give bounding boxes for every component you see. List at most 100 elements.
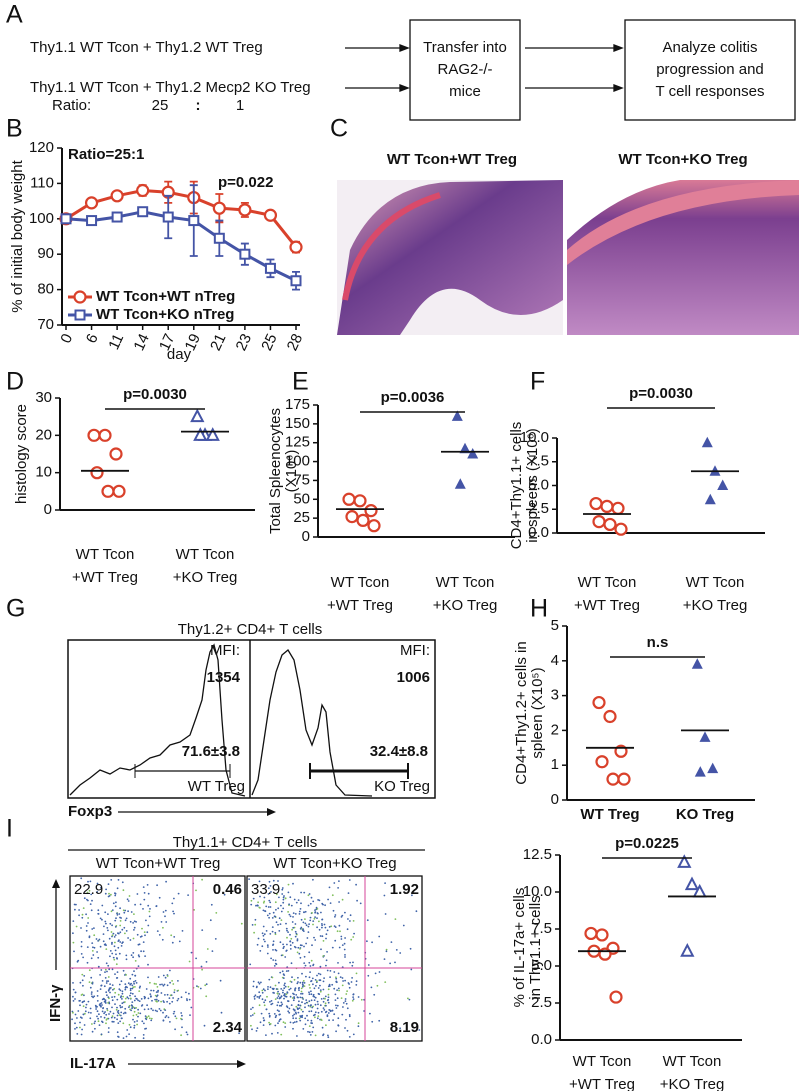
event-dot: [308, 923, 310, 925]
data-point: [606, 772, 620, 786]
event-dot: [261, 998, 264, 1001]
event-dot: [344, 998, 347, 1000]
event-dot: [317, 899, 319, 901]
event-dot: [300, 902, 302, 905]
data-point: [684, 876, 700, 891]
event-dot: [282, 989, 284, 992]
data-point: [699, 731, 711, 742]
panel-label: H: [530, 595, 548, 623]
event-dot: [264, 999, 267, 1002]
event-dot: [259, 995, 262, 997]
event-dot: [140, 950, 143, 953]
event-dot: [97, 940, 99, 942]
event-dot: [89, 880, 92, 883]
event-dot: [295, 1017, 297, 1020]
event-dot: [280, 988, 283, 990]
event-dot: [340, 938, 343, 940]
data-point: [290, 275, 302, 287]
event-dot: [76, 960, 79, 963]
event-dot: [171, 941, 174, 944]
event-dot: [286, 991, 289, 993]
event-dot: [271, 976, 274, 979]
event-dot: [145, 919, 147, 922]
data-point: [589, 496, 603, 511]
event-dot: [324, 926, 327, 929]
event-dot: [283, 994, 285, 997]
event-dot: [117, 1022, 120, 1024]
event-dot: [141, 1004, 144, 1006]
event-dot: [263, 900, 266, 903]
event-dot: [311, 1031, 314, 1033]
event-dot: [177, 892, 180, 895]
box-text: RAG2-/-: [437, 61, 492, 78]
event-dot: [334, 999, 337, 1001]
event-dot: [253, 1012, 256, 1015]
event-dot: [282, 898, 285, 901]
event-dot: [100, 969, 103, 971]
event-dot: [298, 1007, 301, 1009]
event-dot: [117, 1009, 120, 1012]
y-tick-label: 70: [37, 316, 54, 333]
event-dot: [267, 946, 269, 948]
event-dot: [384, 913, 387, 915]
event-dot: [262, 901, 265, 904]
event-dot: [104, 977, 107, 979]
event-dot: [320, 998, 323, 1000]
event-dot: [258, 906, 261, 909]
event-dot: [141, 1020, 144, 1023]
event-dot: [254, 918, 257, 921]
event-dot: [96, 990, 99, 992]
event-dot: [157, 976, 160, 978]
event-dot: [312, 983, 314, 986]
event-dot: [114, 919, 117, 922]
event-dot: [78, 914, 80, 917]
data-point: [595, 755, 609, 769]
event-dot: [299, 1019, 302, 1022]
event-dot: [90, 991, 93, 993]
event-dot: [300, 990, 303, 993]
event-dot: [205, 983, 208, 986]
event-dot: [355, 972, 358, 975]
event-dot: [248, 878, 251, 880]
event-dot: [83, 1000, 86, 1003]
event-dot: [319, 1004, 322, 1007]
x-tick-label: 17: [156, 331, 178, 353]
event-dot: [142, 1034, 145, 1036]
event-dot: [302, 984, 304, 987]
event-dot: [300, 918, 303, 921]
event-dot: [188, 992, 190, 995]
x-tick-label: 21: [207, 331, 229, 353]
event-dot: [82, 1005, 85, 1008]
event-dot: [352, 920, 355, 922]
annotation: Ratio=25:1: [68, 146, 144, 163]
event-dot: [285, 970, 288, 972]
event-dot: [333, 925, 336, 927]
event-dot: [121, 992, 124, 995]
event-dot: [80, 953, 83, 955]
event-dot: [316, 1017, 319, 1020]
event-dot: [101, 980, 104, 982]
event-dot: [118, 952, 121, 955]
event-dot: [146, 1016, 148, 1019]
event-dot: [132, 922, 135, 924]
event-dot: [121, 928, 124, 931]
event-dot: [303, 955, 306, 958]
event-dot: [102, 933, 105, 935]
event-dot: [113, 1016, 116, 1019]
event-dot: [309, 971, 311, 973]
event-dot: [136, 1020, 139, 1022]
event-dot: [296, 1035, 298, 1037]
event-dot: [267, 988, 269, 990]
event-dot: [295, 901, 298, 904]
event-dot: [161, 983, 163, 986]
event-dot: [104, 892, 107, 895]
event-dot: [119, 924, 122, 927]
event-dot: [270, 1000, 273, 1002]
image-title: WT Tcon+KO Treg: [618, 151, 747, 168]
event-dot: [124, 1001, 126, 1003]
event-dot: [122, 1037, 125, 1039]
event-dot: [298, 1017, 301, 1020]
event-dot: [125, 930, 128, 932]
event-dot: [385, 948, 388, 951]
event-dot: [150, 989, 153, 992]
